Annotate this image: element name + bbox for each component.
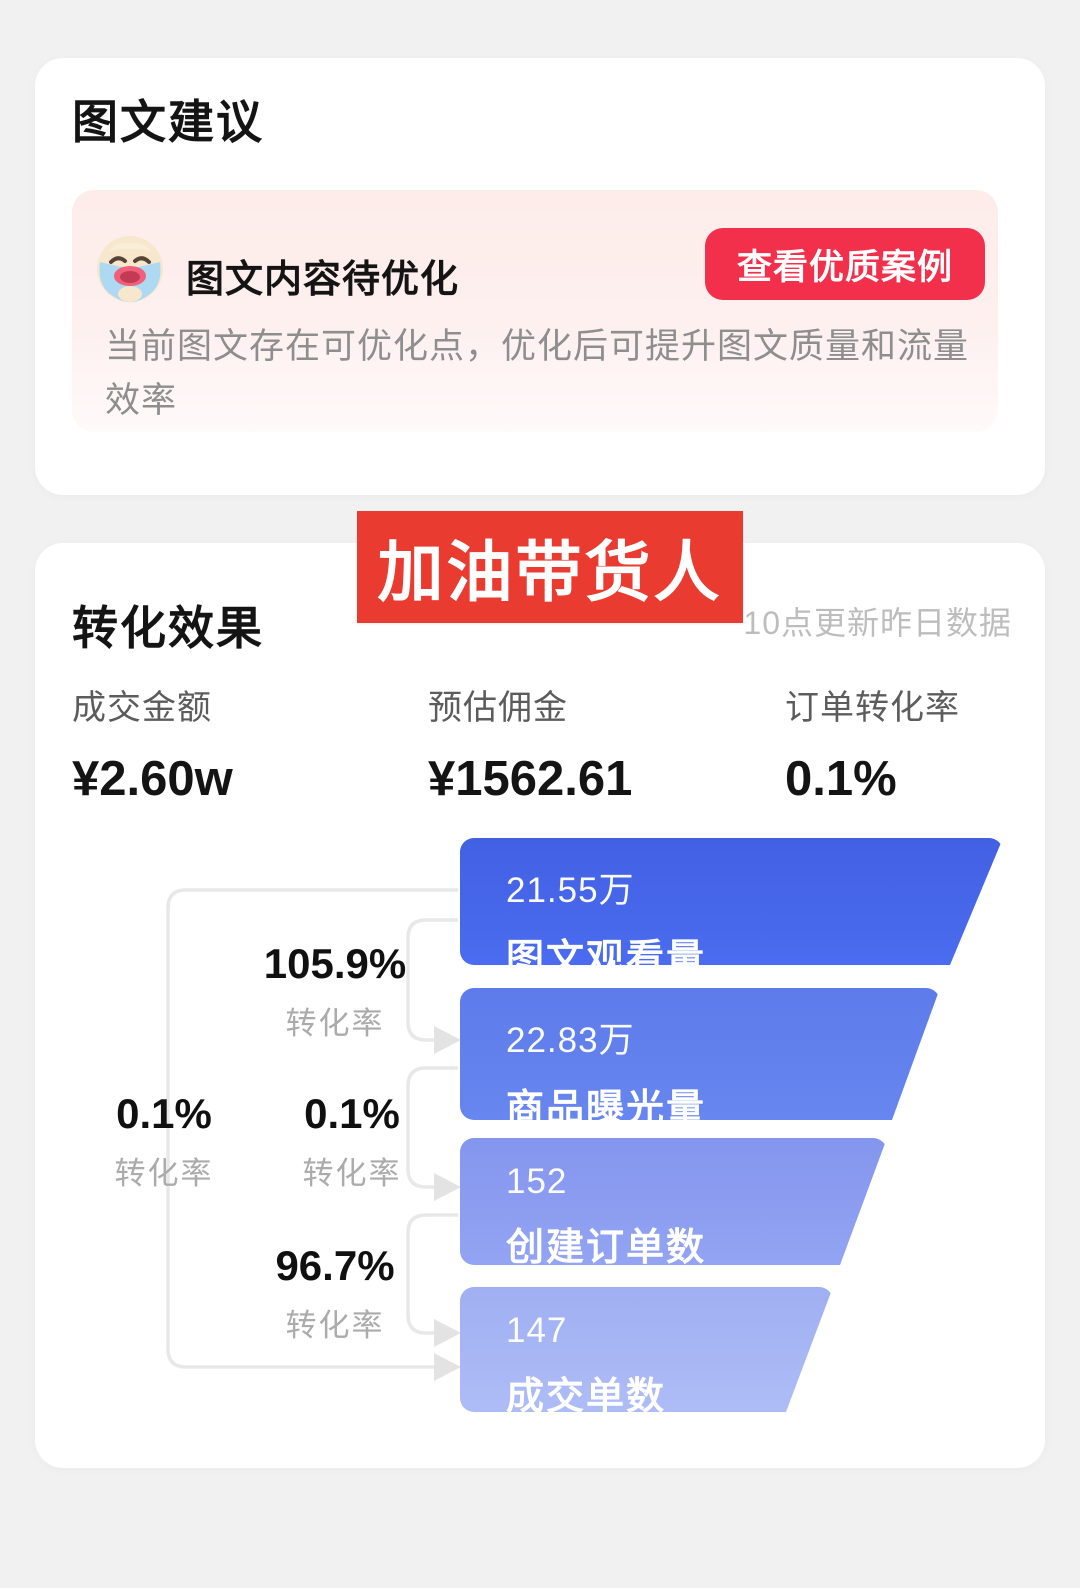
funnel-stage-orders-created: 152 创建订单数 [460, 1138, 887, 1265]
funnel-stage-orders-completed: 147 成交单数 [460, 1287, 833, 1412]
metric-value: ¥2.60w [72, 752, 233, 806]
rate-label: 转化率 [285, 1308, 385, 1343]
rate-value: 0.1% [304, 1090, 400, 1137]
metric-gmv: 成交金额 ¥2.60w [72, 680, 233, 807]
conversion-section-title: 转化效果 [72, 602, 264, 654]
rate-value: 96.7% [275, 1242, 395, 1289]
metric-value: 0.1% [785, 752, 897, 806]
stage-label: 图文观看量 [506, 938, 707, 980]
metric-commission: 预估佣金 ¥1562.61 [428, 680, 632, 807]
stage-value: 147 [506, 1311, 568, 1350]
rate-value: 105.9% [263, 940, 407, 987]
stage-value: 152 [506, 1162, 568, 1201]
rate-label: 转化率 [302, 1156, 402, 1191]
stage-label: 成交单数 [506, 1376, 667, 1418]
conversion-rate-stage2-3: 0.1% 转化率 [252, 1090, 452, 1193]
rate-label: 转化率 [285, 1006, 385, 1041]
rate-label: 转化率 [114, 1156, 214, 1191]
stage-label: 创建订单数 [506, 1227, 707, 1269]
suggestion-section-title: 图文建议 [72, 96, 264, 148]
stage-label: 商品曝光量 [506, 1088, 707, 1130]
data-update-note: 10点更新昨日数据 [743, 605, 1012, 641]
metric-label: 预估佣金 [428, 689, 568, 727]
alert-title: 图文内容待优化 [186, 259, 460, 301]
stage-value: 21.55万 [506, 871, 635, 910]
crying-face-icon [97, 236, 163, 303]
funnel-stage-views: 21.55万 图文观看量 [460, 838, 1003, 965]
conversion-rate-stage3-4: 96.7% 转化率 [235, 1242, 435, 1345]
conversion-rate-overall: 0.1% 转化率 [64, 1090, 264, 1193]
rate-value: 0.1% [116, 1090, 212, 1137]
metric-label: 成交金额 [72, 689, 212, 727]
view-quality-cases-button[interactable]: 查看优质案例 [705, 228, 985, 300]
funnel-stage-product-exposure: 22.83万 商品曝光量 [460, 988, 940, 1120]
metric-order-conversion-rate: 订单转化率 0.1% [785, 680, 960, 807]
watermark-stamp: 加油带货人 [357, 511, 743, 623]
metric-value: ¥1562.61 [428, 752, 633, 806]
stage-value: 22.83万 [506, 1021, 635, 1060]
metric-label: 订单转化率 [785, 689, 960, 727]
alert-description: 当前图文存在可优化点，优化后可提升图文质量和流量效率 [105, 327, 970, 420]
conversion-rate-stage1-2: 105.9% 转化率 [235, 940, 435, 1043]
